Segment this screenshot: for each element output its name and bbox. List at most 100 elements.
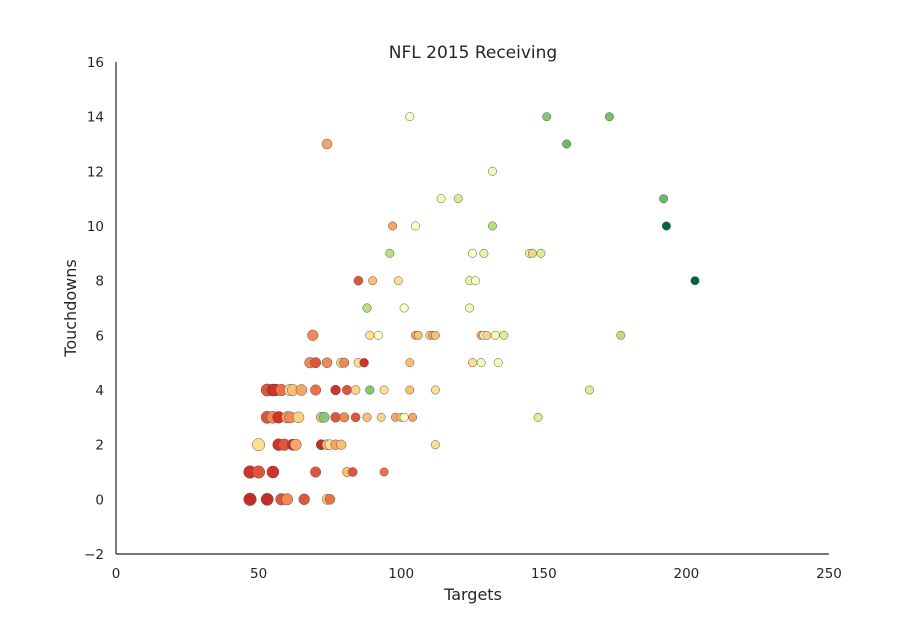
data-point-109: [298, 493, 310, 505]
data-point-61: [330, 384, 341, 396]
data-point-76: [318, 411, 330, 423]
data-point-35: [430, 330, 440, 340]
data-point-10: [411, 221, 420, 231]
data-point-26: [399, 303, 409, 313]
data-point-77: [330, 412, 341, 423]
data-point-29: [365, 330, 375, 340]
y-tick-label-8: 14: [87, 110, 104, 126]
data-point-15: [479, 248, 489, 258]
data-point-24: [690, 276, 700, 286]
data-point-1: [542, 112, 552, 122]
data-point-74: [292, 411, 305, 424]
data-point-32: [413, 330, 423, 340]
data-point-28: [307, 329, 319, 341]
data-points: [243, 112, 700, 506]
data-point-79: [350, 412, 361, 423]
data-point-38: [482, 330, 492, 340]
data-point-13: [385, 248, 395, 258]
y-tick-label-5: 8: [95, 274, 104, 290]
data-point-87: [252, 438, 266, 452]
data-point-68: [584, 385, 594, 395]
data-point-17: [527, 248, 537, 258]
data-point-19: [353, 275, 364, 286]
data-point-49: [405, 358, 415, 368]
chart-title: NFL 2015 Receiving: [389, 43, 557, 63]
data-point-14: [468, 248, 477, 258]
x-tick-label-4: 200: [674, 566, 700, 582]
data-point-21: [393, 276, 403, 286]
data-point-66: [405, 385, 415, 395]
data-point-100: [266, 465, 280, 479]
y-tick-label-6: 10: [87, 219, 104, 235]
data-point-62: [342, 385, 352, 395]
data-point-91: [289, 438, 302, 451]
data-point-50: [468, 358, 477, 368]
data-point-105: [243, 492, 257, 506]
data-point-86: [533, 412, 543, 422]
data-point-101: [310, 466, 322, 478]
x-tick-label-0: 0: [112, 566, 121, 582]
data-point-52: [493, 358, 503, 368]
data-point-25: [362, 303, 372, 313]
y-tick-label-2: 2: [95, 438, 104, 454]
x-axis-label: Targets: [443, 585, 502, 604]
data-point-96: [336, 439, 347, 450]
data-point-106: [260, 492, 274, 506]
data-point-78: [339, 412, 350, 423]
data-point-81: [376, 412, 386, 422]
data-point-104: [379, 467, 389, 477]
data-point-44: [321, 357, 333, 368]
x-tick-labels: 0 50 100 150 200 250: [112, 566, 842, 582]
data-point-64: [365, 385, 375, 395]
data-point-85: [408, 412, 418, 422]
y-tick-labels: −2 0 2 4 6 8 10 12 14 16: [84, 55, 104, 563]
y-tick-label-4: 6: [95, 328, 104, 344]
data-point-12: [661, 221, 671, 231]
data-point-4: [562, 139, 572, 149]
data-point-18: [536, 248, 546, 258]
data-point-99: [252, 465, 266, 479]
x-tick-label-2: 100: [388, 566, 414, 582]
x-tick-label-1: 50: [250, 566, 267, 582]
data-point-7: [453, 194, 463, 204]
data-point-48: [359, 358, 369, 368]
data-point-30: [373, 330, 383, 340]
data-point-0: [405, 112, 415, 122]
x-tick-label-5: 250: [816, 566, 842, 582]
data-point-108: [281, 493, 294, 506]
data-point-59: [295, 384, 308, 396]
data-point-23: [470, 276, 480, 286]
data-point-51: [476, 358, 486, 368]
data-point-3: [321, 138, 333, 150]
data-point-111: [324, 494, 336, 505]
data-point-80: [362, 412, 372, 422]
data-point-27: [465, 303, 475, 313]
y-tick-label-1: 0: [95, 492, 104, 508]
data-point-60: [310, 384, 322, 396]
data-point-63: [350, 385, 361, 395]
data-point-39: [490, 330, 500, 340]
y-tick-label-7: 12: [87, 164, 104, 180]
y-tick-label-3: 4: [95, 383, 104, 399]
data-point-84: [399, 412, 409, 422]
data-point-103: [347, 467, 358, 477]
data-point-40: [499, 330, 509, 340]
data-point-46: [339, 357, 350, 368]
data-point-5: [488, 166, 497, 176]
data-point-20: [368, 276, 378, 286]
data-point-97: [430, 440, 440, 450]
data-point-6: [436, 194, 446, 204]
y-tick-label-0: −2: [84, 547, 104, 563]
data-point-11: [488, 221, 497, 231]
x-tick-label-3: 150: [531, 566, 557, 582]
data-point-8: [659, 194, 669, 204]
data-point-41: [616, 330, 626, 340]
data-point-9: [388, 221, 398, 231]
y-axis-label: Touchdowns: [61, 259, 80, 357]
data-point-67: [430, 385, 440, 395]
data-point-43: [310, 357, 322, 369]
data-point-2: [604, 112, 614, 122]
data-point-65: [379, 385, 389, 395]
y-tick-label-9: 16: [87, 55, 104, 71]
